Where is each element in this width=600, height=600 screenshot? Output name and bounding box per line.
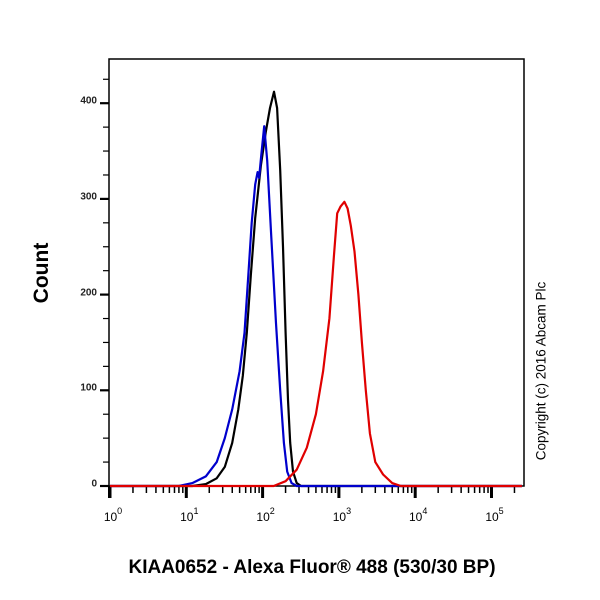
x-tick-label: 101 <box>180 506 199 524</box>
x-tick-label: 104 <box>409 506 428 524</box>
x-tick-label: 103 <box>332 506 352 524</box>
x-axis-label: KIAA0652 - Alexa Fluor® 488 (530/30 BP) <box>128 557 496 578</box>
y-tick-label: 0 <box>91 478 97 490</box>
x-axis <box>108 486 516 498</box>
y-axis <box>100 78 110 498</box>
y-tick-label: 200 <box>80 287 97 299</box>
x-tick-label: 105 <box>485 506 504 524</box>
x-tick-label: 102 <box>256 506 275 524</box>
y-tick-label: 300 <box>80 191 97 203</box>
y-tick-label: 100 <box>80 382 97 394</box>
histogram-curve <box>110 200 522 488</box>
x-tick-label: 100 <box>103 506 123 524</box>
y-axis-label: Count <box>30 242 53 304</box>
series-group <box>110 90 522 488</box>
plot-frame <box>108 58 525 487</box>
histogram-curve <box>110 125 522 488</box>
y-tick-label: 400 <box>80 95 97 107</box>
copyright-notice: Copyright (c) 2016 Abcam Plc <box>533 281 549 461</box>
